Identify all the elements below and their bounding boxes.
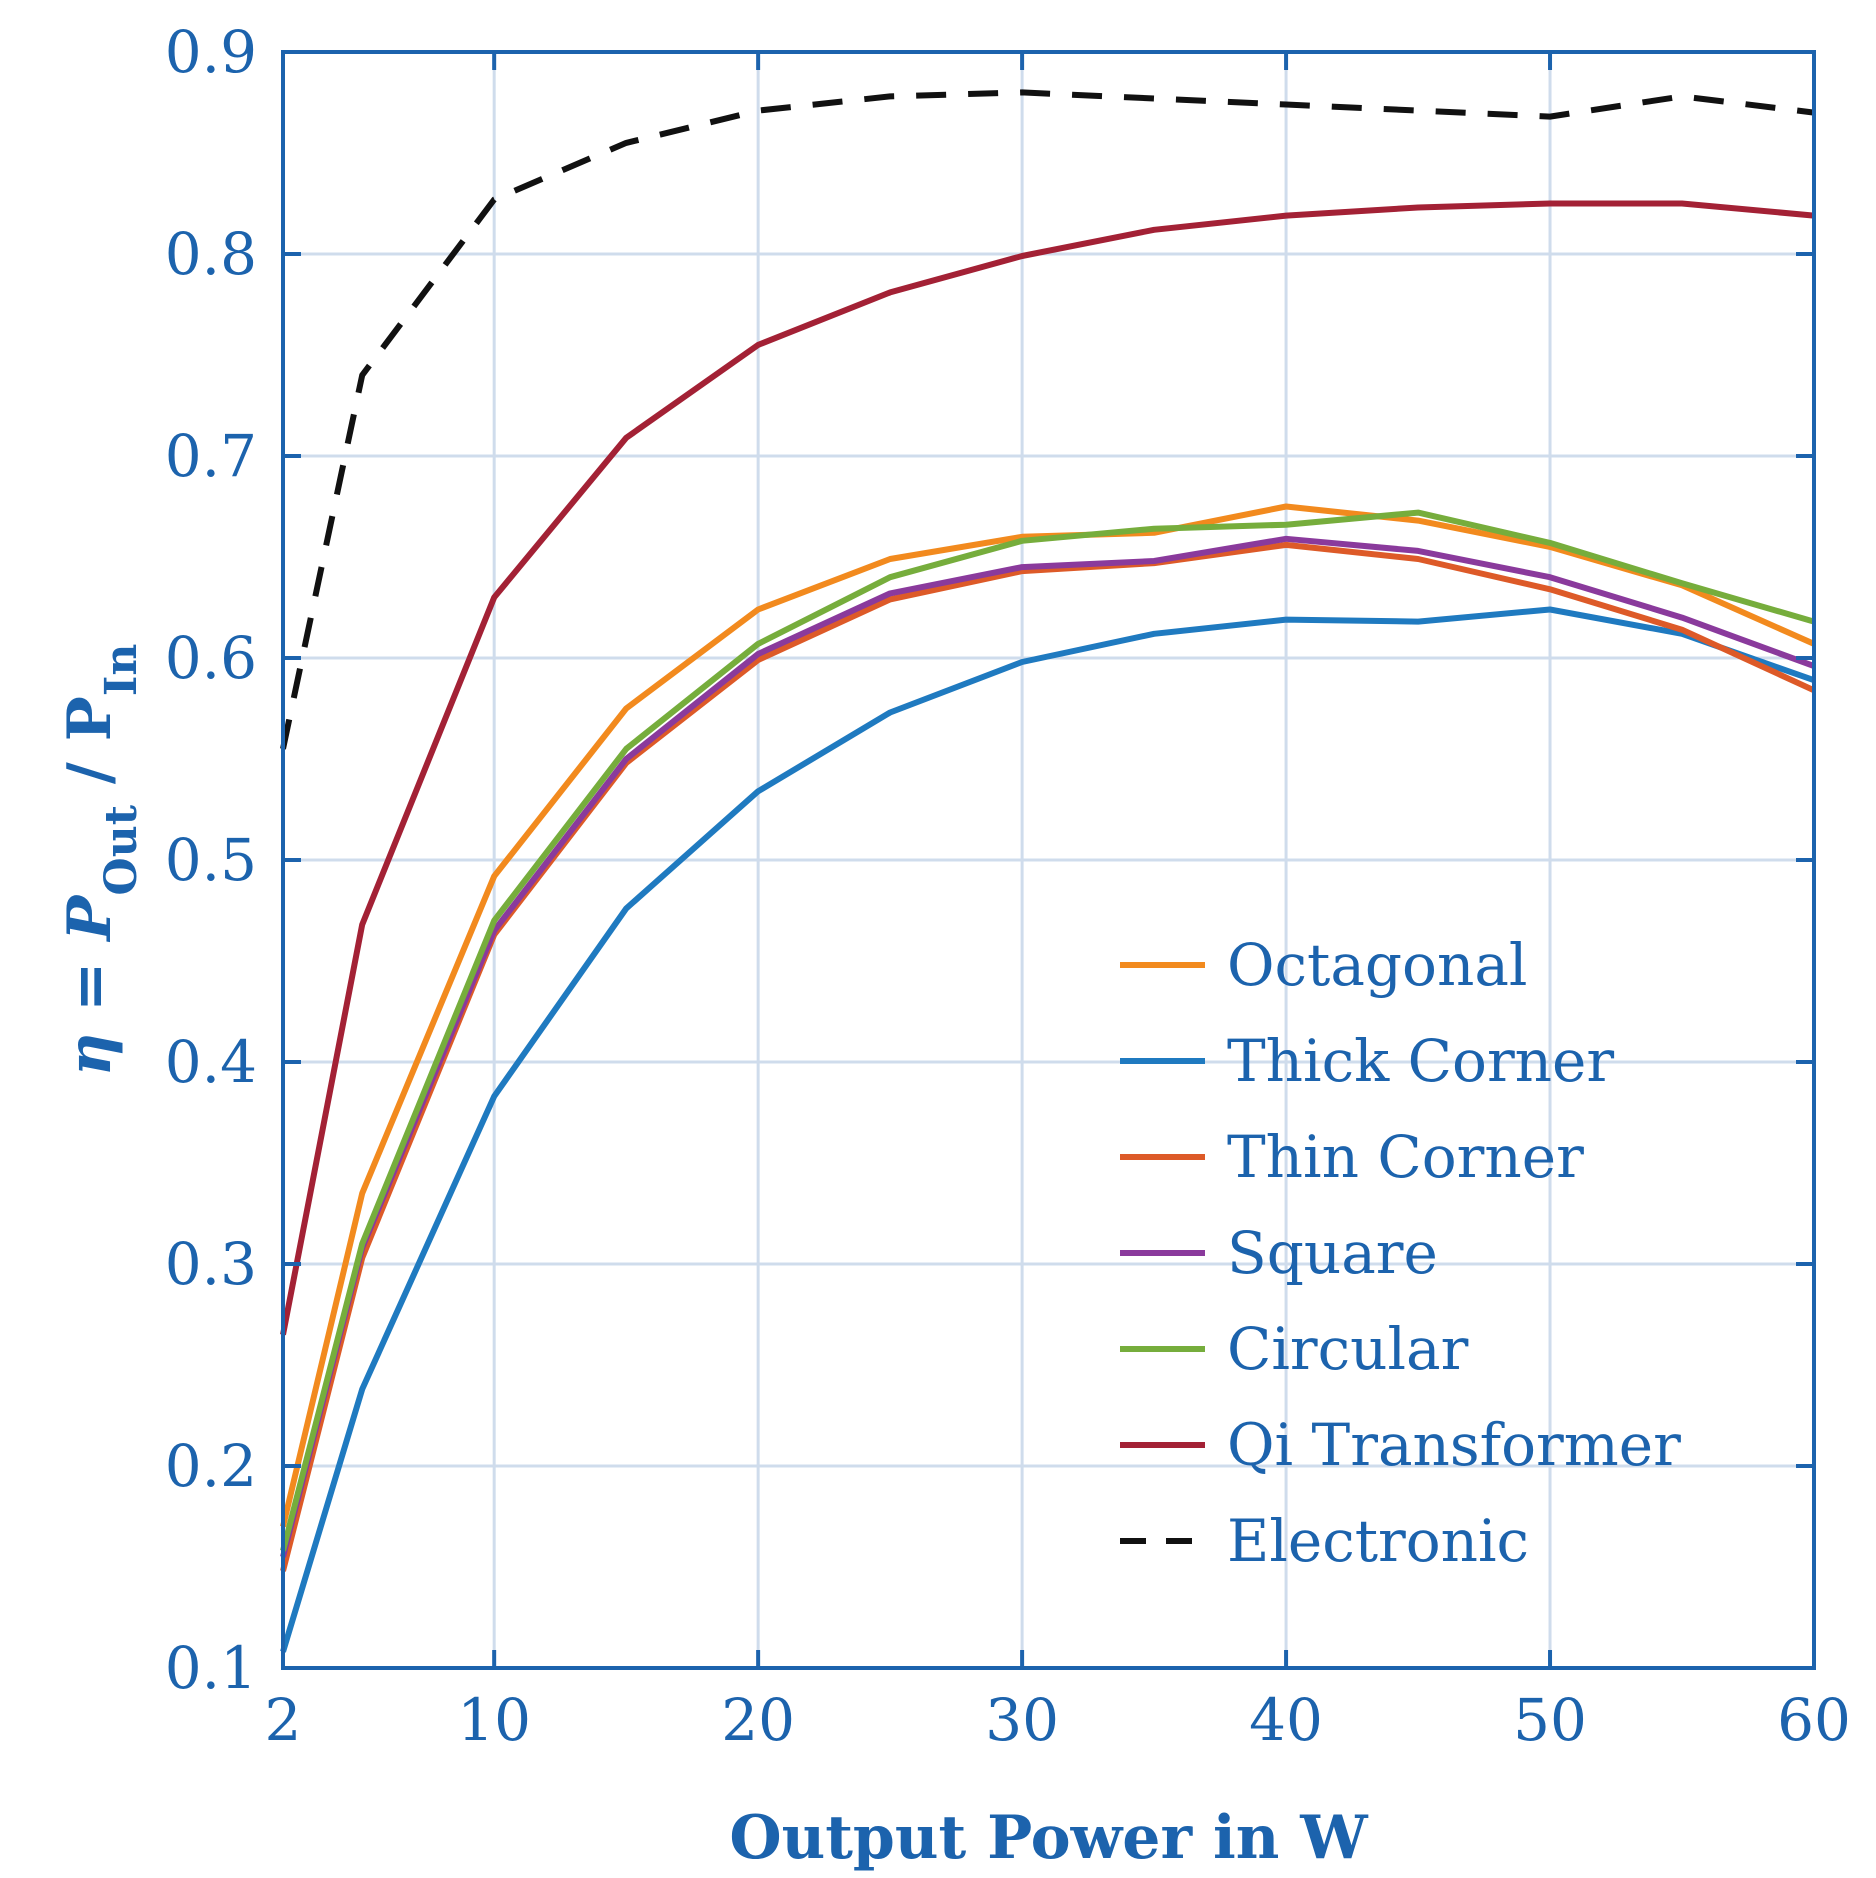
x-tick-label: 10 <box>457 1686 531 1754</box>
y-tick-label: 0.8 <box>165 220 257 288</box>
series-line-circular <box>280 509 1815 1552</box>
series-line-qi-transformer <box>280 200 1815 1336</box>
legend-label-octagonal: Octagonal <box>1227 931 1527 999</box>
y-tick-label: 0.6 <box>165 624 257 692</box>
y-tick-label: 0.4 <box>165 1028 257 1096</box>
legend-label-thin-corner: Thin Corner <box>1227 1123 1584 1191</box>
x-tick-label: 50 <box>1513 1686 1587 1754</box>
series-line-octagonal <box>280 503 1816 1528</box>
legend-label-thick-corner: Thick Corner <box>1227 1027 1614 1095</box>
x-tick-label: 30 <box>985 1686 1059 1754</box>
axis-ticks: 2 10 20 30 40 50 60 0.1 0.2 0.3 0.4 0.5 0.6 0.7 0.8 0.9 <box>165 18 1851 1754</box>
y-tick-label: 0.1 <box>165 1634 257 1702</box>
series-line-thick-corner <box>280 606 1815 1653</box>
legend-label-qi-transformer: Qi Transformer <box>1227 1411 1681 1479</box>
y-axis-title-sub-in: In <box>96 644 147 697</box>
x-axis-title: Output Power in W <box>729 1803 1369 1873</box>
legend: Octagonal Thick Corner Thin Corner Square Ci… <box>1120 931 1681 1575</box>
y-axis-title: η = POut / PIn <box>55 644 147 1077</box>
series-line-electronic <box>280 89 1815 750</box>
x-tick-label: 60 <box>1777 1686 1851 1754</box>
series-layer <box>280 89 1816 1653</box>
x-tick-label: 2 <box>265 1686 302 1754</box>
legend-label-square: Square <box>1227 1219 1438 1287</box>
x-tick-label: 40 <box>1249 1686 1323 1754</box>
y-tick-label: 0.2 <box>165 1432 257 1500</box>
legend-label-electronic: Electronic <box>1227 1507 1529 1575</box>
y-axis-title-sub-out: Out <box>96 804 147 895</box>
x-tick-label: 20 <box>721 1686 795 1754</box>
y-tick-label: 0.5 <box>165 826 257 894</box>
y-tick-label: 0.9 <box>165 18 257 86</box>
series-line-square <box>280 535 1816 1558</box>
y-axis-title-middle: / P <box>55 696 125 805</box>
y-tick-label: 0.3 <box>165 1230 257 1298</box>
y-axis-title-prefix: η = P <box>55 894 125 1077</box>
y-tick-label: 0.7 <box>165 422 257 490</box>
legend-label-circular: Circular <box>1227 1315 1469 1383</box>
